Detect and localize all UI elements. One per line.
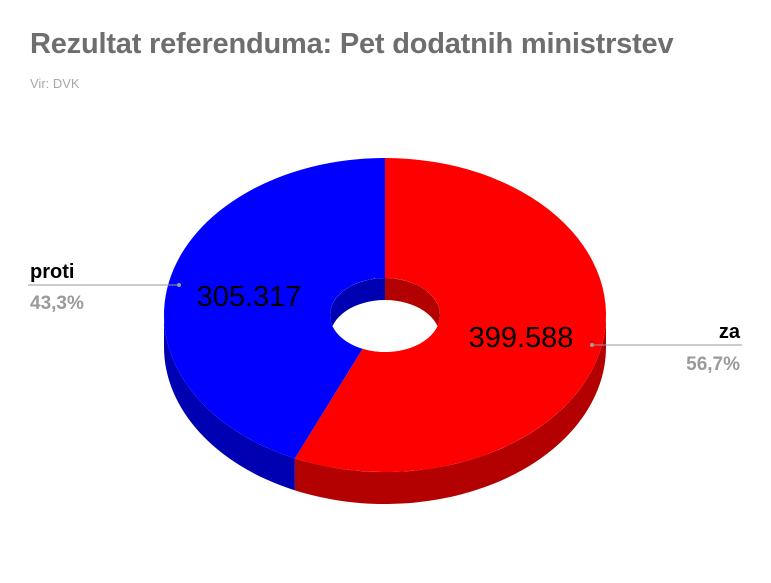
hole-wall-za	[385, 278, 440, 337]
chart-source: Vir: DVK	[30, 76, 80, 91]
chart-title: Rezultat referenduma: Pet dodatnih minis…	[30, 28, 674, 60]
hole-floor	[330, 300, 440, 352]
slice-top-proti	[164, 158, 385, 459]
leader-line-proti	[28, 283, 181, 287]
slice-side-za	[294, 315, 606, 505]
slice-top-za	[294, 158, 606, 472]
value-label-za: 399.588	[469, 322, 574, 354]
leader-line-za	[590, 343, 742, 347]
donut-hole	[330, 278, 440, 352]
hole-wall-proti	[330, 278, 385, 337]
slice-label-proti: proti	[30, 261, 74, 283]
slice-side-proti	[164, 315, 295, 491]
percent-label-za: 56,7%	[686, 354, 740, 375]
slice-label-za: za	[719, 321, 741, 343]
donut-sides	[164, 315, 606, 505]
value-label-proti: 305.317	[197, 281, 302, 313]
percent-label-proti: 43,3%	[30, 293, 84, 314]
donut-top	[164, 158, 606, 472]
